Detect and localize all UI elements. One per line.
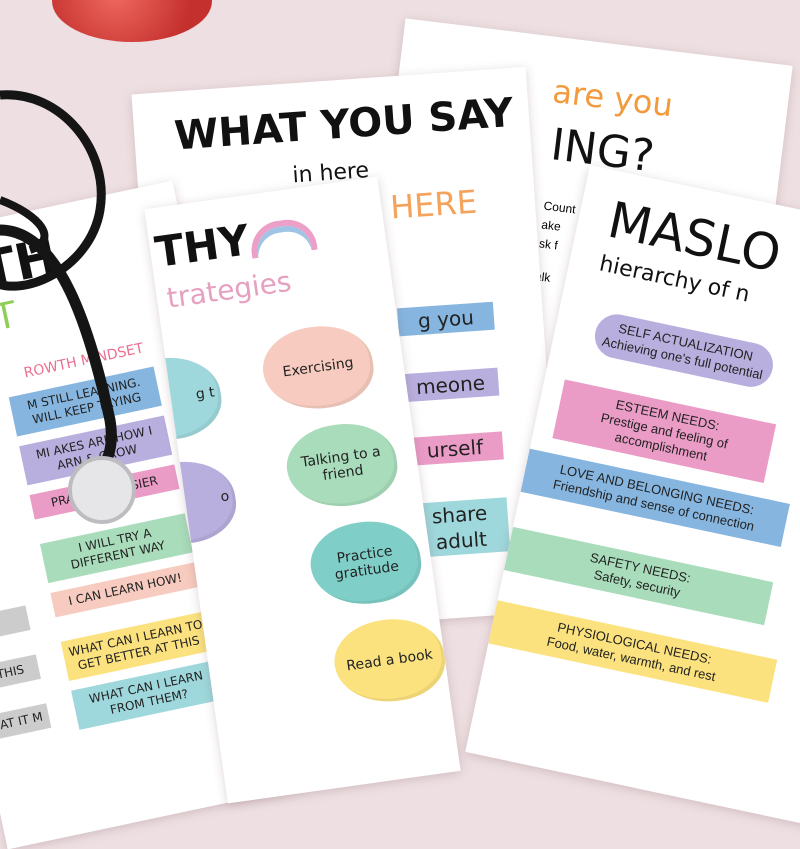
stethoscope-chestpiece: [68, 456, 136, 524]
stethoscope: [0, 90, 136, 524]
stethoscope-tube: [0, 224, 117, 474]
stethoscope-tube: [0, 196, 49, 254]
stethoscope-tube: [0, 90, 106, 291]
